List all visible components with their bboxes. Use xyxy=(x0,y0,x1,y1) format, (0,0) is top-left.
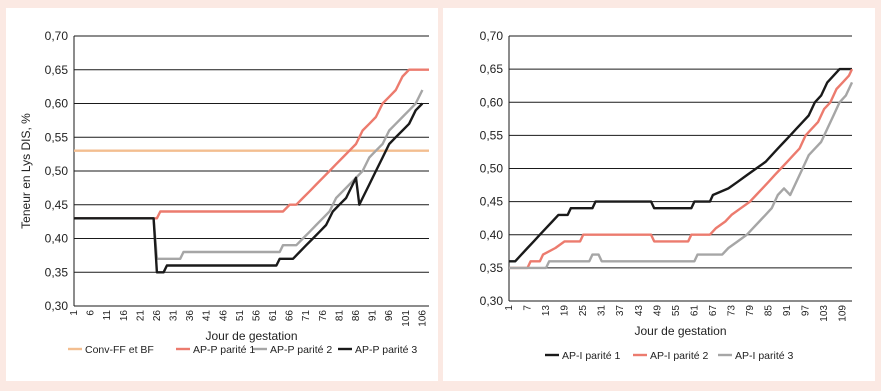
x-tick-label: 66 xyxy=(285,310,296,322)
y-tick-label: 0,55 xyxy=(480,128,504,142)
x-tick-label: 103 xyxy=(819,305,830,322)
y-tick-label: 0,70 xyxy=(45,29,69,43)
y-tick-label: 0,50 xyxy=(45,164,69,178)
x-tick-label: 86 xyxy=(351,310,362,322)
x-tick-label: 36 xyxy=(185,310,196,322)
x-tick-label: 49 xyxy=(652,305,663,317)
x-tick-label: 46 xyxy=(218,310,229,322)
chart-panel-right: 0,30 0,35 0,40 0,45 0,50 0,55 0,60 0,65 0,70 1 7 13… xyxy=(443,8,875,381)
legend-label: Conv-FF et BF xyxy=(85,344,154,356)
y-tick-label: 0,45 xyxy=(45,198,69,212)
y-axis-title: Teneur en Lys DIS, % xyxy=(19,113,33,229)
y-tick-label: 0,65 xyxy=(480,62,504,76)
y-tick-label: 0,70 xyxy=(480,29,504,43)
x-tick-label: 85 xyxy=(764,305,775,317)
x-tick-label: 81 xyxy=(334,310,345,322)
x-tick-label: 21 xyxy=(135,310,146,322)
legend-label: AP-P parité 2 xyxy=(270,344,332,356)
x-tick-label: 43 xyxy=(634,305,645,317)
x-tick-label: 71 xyxy=(301,310,312,322)
x-tick-label: 56 xyxy=(251,310,262,322)
y-tick-label: 0,40 xyxy=(480,228,504,242)
series-line-2 xyxy=(509,68,854,270)
x-tick-label: 91 xyxy=(368,310,379,322)
y-tick-label: 0,65 xyxy=(45,63,69,77)
chart-panel-left: 0,30 0,35 0,40 0,45 0,50 0,55 0,60 0,65 0,70 1 6 11… xyxy=(6,8,438,381)
x-tick-label: 6 xyxy=(86,310,97,316)
legend-label: AP-I parité 2 xyxy=(650,350,709,362)
series-line-3 xyxy=(509,81,854,270)
y-tick-label: 0,60 xyxy=(480,95,504,109)
y-tick-label: 0,60 xyxy=(45,97,69,111)
x-tick-label: 109 xyxy=(838,305,849,322)
x-tick-label: 1 xyxy=(504,305,515,311)
x-tick-label: 13 xyxy=(541,305,552,317)
series-line-4 xyxy=(74,102,424,274)
legend-label: AP-I parité 3 xyxy=(735,350,794,362)
y-tick-label: 0,55 xyxy=(45,130,69,144)
x-tick-label: 25 xyxy=(578,305,589,317)
x-tick-label: 96 xyxy=(384,310,395,322)
x-tick-label: 97 xyxy=(801,305,812,317)
x-tick-label: 79 xyxy=(745,305,756,317)
x-tick-label: 101 xyxy=(401,310,412,327)
x-tick-label: 41 xyxy=(202,310,213,322)
x-tick-label: 11 xyxy=(102,310,113,321)
x-tick-label: 55 xyxy=(671,305,682,317)
x-tick-label: 31 xyxy=(597,305,608,317)
legend-label: AP-P parité 1 xyxy=(193,344,255,356)
y-tick-label: 0,50 xyxy=(480,162,504,176)
y-tick-label: 0,35 xyxy=(480,261,504,275)
legend-label: AP-I parité 1 xyxy=(562,350,621,362)
series-line-1 xyxy=(509,67,852,263)
x-tick-label: 31 xyxy=(169,310,180,322)
x-tick-label: 16 xyxy=(119,310,130,322)
x-axis-title: Jour de gestation xyxy=(205,329,297,343)
y-tick-label: 0,30 xyxy=(45,299,69,313)
series-line-2 xyxy=(74,68,429,220)
y-tick-label: 0,40 xyxy=(45,232,69,246)
chart-left: 0,300,350,400,450,500,550,600,650,701 6 11… xyxy=(19,29,429,356)
legend-label: AP-P parité 3 xyxy=(355,344,417,356)
x-tick-label: 37 xyxy=(615,305,626,317)
x-tick-label: 61 xyxy=(689,305,700,317)
x-tick-label: 73 xyxy=(726,305,737,317)
x-tick-label: 61 xyxy=(268,310,279,322)
x-tick-label: 26 xyxy=(152,310,163,322)
y-tick-label: 0,45 xyxy=(480,195,504,209)
y-tick-label: 0,30 xyxy=(480,294,504,308)
chart-right: 0,30 0,35 0,40 0,45 0,50 0,55 0,60 0,65 0,70 1 7 13… xyxy=(480,29,854,362)
x-tick-label: 7 xyxy=(523,305,534,311)
x-axis-title: Jour de gestation xyxy=(634,324,726,338)
x-tick-label: 51 xyxy=(235,310,246,322)
x-tick-label: 76 xyxy=(318,310,329,322)
x-tick-label: 106 xyxy=(417,310,428,327)
y-tick-label: 0,35 xyxy=(45,265,69,279)
x-tick-label: 19 xyxy=(560,305,571,317)
series-line-3 xyxy=(74,89,424,261)
x-tick-label: 1 xyxy=(69,310,80,316)
x-tick-label: 67 xyxy=(708,305,719,317)
x-tick-label: 91 xyxy=(782,305,793,317)
